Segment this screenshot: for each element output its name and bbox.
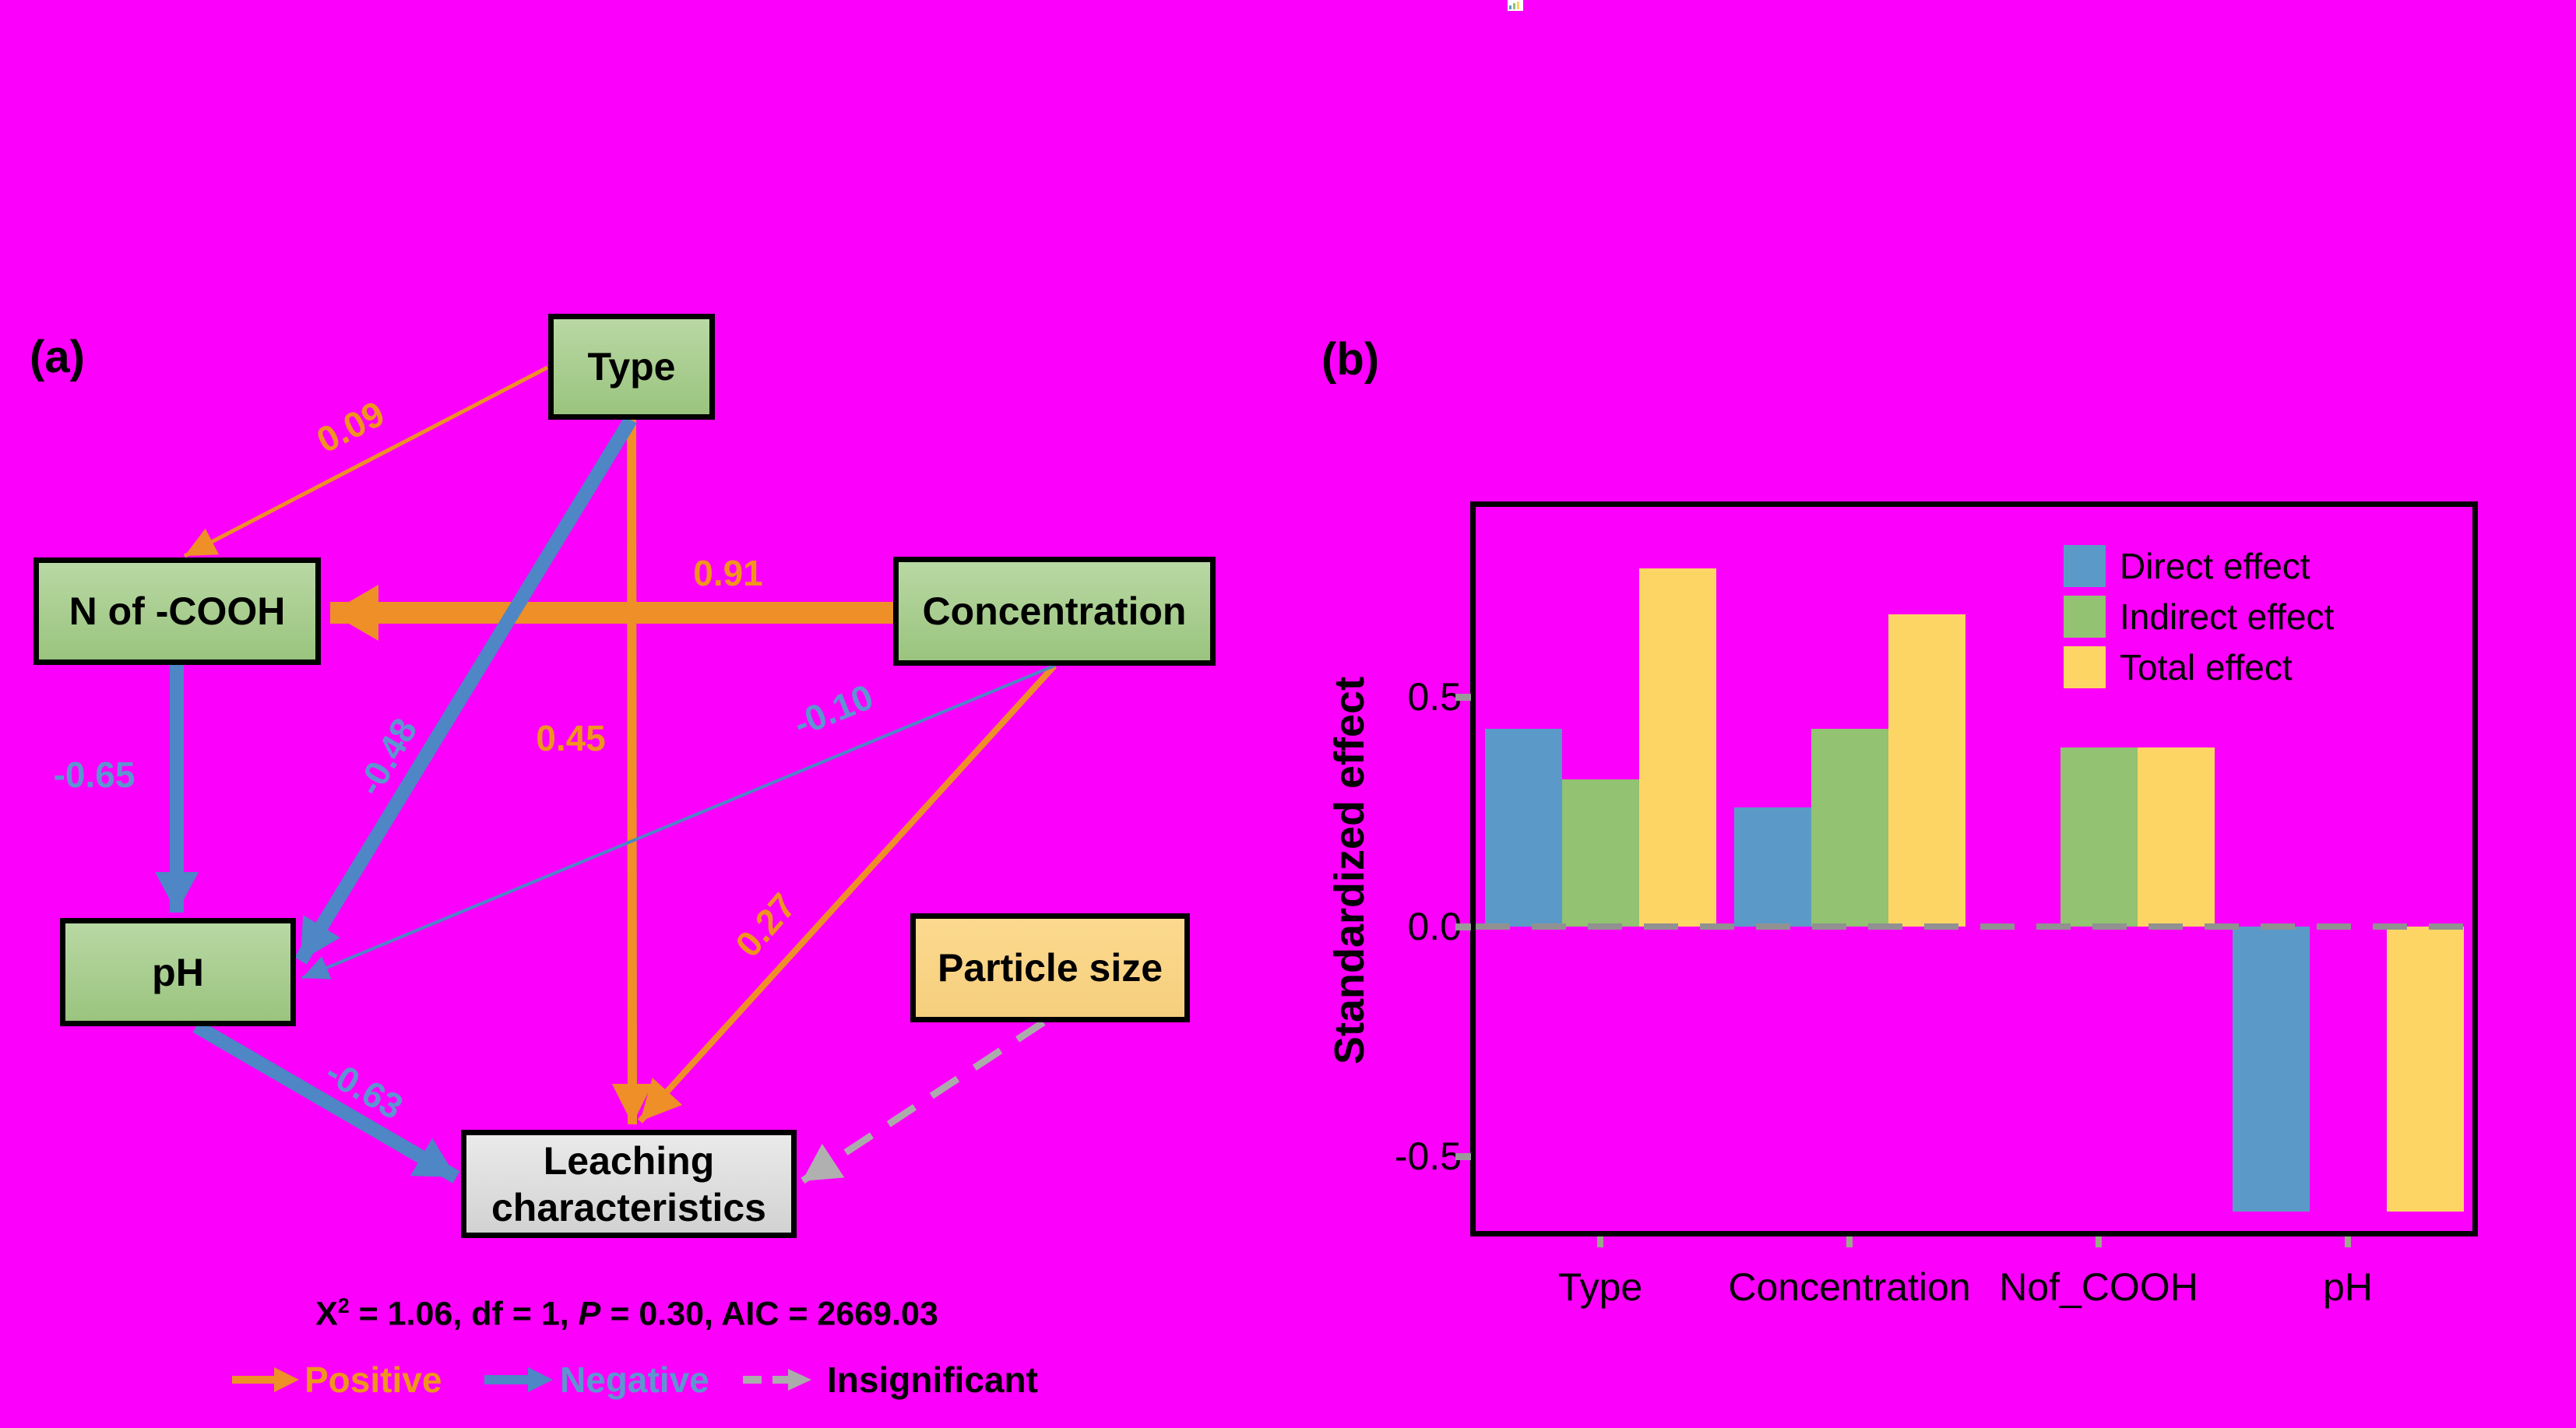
legend-swatch-indirect [2064,596,2106,638]
legend-total-label: Total effect [2120,647,2293,688]
bar-direct-effect-concentration [1733,807,1811,927]
chi-square-symbol: X [315,1295,338,1333]
positive-arrow-icon [232,1367,299,1392]
sem-box-label-concentration: Concentration [922,589,1187,633]
zero-dashed-line [1476,923,2472,930]
legend-swatch-total [2064,646,2106,688]
path-arrow-type-to-ph [294,416,637,965]
insignificant-arrow-icon [743,1369,811,1391]
legend-insignificant-label: Insignificant [827,1359,1038,1400]
x-category-label-concentration: Concentration [1728,1265,1971,1309]
path-arrow-ph-to-leaching [192,1020,460,1184]
legend-positive-label: Positive [304,1359,442,1400]
panel-a-label: (a) [30,332,85,382]
path-arrow-concentration-to-ph [301,664,1055,980]
fit-statistics: X2 = 1.06, df = 1, P = 0.30, AIC = 2669.… [257,1294,997,1333]
sem-box-ph: pH [60,918,296,1026]
bar-total-effect-type [1638,568,1716,927]
x-tick-nof_cooh [2096,1236,2102,1247]
y-tick-label-0.0: 0.0 [1407,905,1462,948]
bar-total-effect-concentration [1888,614,1965,927]
sem-box-leaching-characteristics: Leaching characteristics [461,1130,797,1238]
sem-box-label-leaching-characteristics: Leaching characteristics [491,1138,766,1229]
p-symbol: P [578,1295,601,1333]
chi-square-exponent: 2 [337,1294,350,1317]
path-coefficient-type-to-leaching: 0.45 [536,718,606,758]
sem-box-label-ph: pH [152,950,204,994]
path-arrow-concentration-to-leaching [638,663,1057,1124]
mini-bar-yellow [1517,2,1519,9]
x-tick-concentration [1846,1236,1853,1247]
bar-indirect-effect-type [1561,779,1639,927]
x-category-label-ph: pH [2323,1265,2373,1309]
legend-negative-label: Negative [560,1359,709,1400]
legend-indirect-label: Indirect effect [2120,596,2335,637]
panel-b-label: (b) [1321,334,1380,385]
y-tick-0.5 [1455,694,1471,701]
x-category-label-type: Type [1557,1265,1643,1309]
legend-swatch-direct [2064,545,2106,587]
sem-box-particle-size: Particle size [910,913,1190,1022]
bar-indirect-effect-concentration [1811,729,1888,927]
sem-box-label-n-of-cooh: N of -COOH [69,589,286,633]
negative-arrow-icon [484,1367,553,1392]
bar-direct-effect-type [1484,729,1562,927]
sem-box-n-of-cooh: N of -COOH [33,557,321,665]
y-tick--0.5 [1455,1153,1471,1160]
path-arrow-particlesize-to-leaching [800,1019,1046,1184]
x-tick-type [1597,1236,1603,1247]
plot-area [1476,507,2472,1231]
bar-direct-effect-ph [2232,927,2310,1212]
y-tick-label-0.5: 0.5 [1407,675,1462,719]
sem-box-type: Type [548,314,715,420]
x-category-label-nof_cooh: Nof_COOH [1999,1265,2198,1309]
fit-stats-tail: = 0.30, AIC = 2669.03 [600,1295,938,1333]
y-axis-title: Standardized effect [1326,676,1373,1065]
path-arrow-type-to-ncooh [183,365,549,558]
bar-indirect-effect-nof_cooh [2060,747,2138,927]
bar-total-effect-ph [2386,927,2464,1212]
x-tick-ph [2345,1236,2351,1247]
legend-direct-label: Direct effect [2120,546,2310,586]
sem-box-concentration: Concentration [893,557,1216,666]
path-coefficient-concentration-to-ncooh: 0.91 [693,553,763,593]
sem-box-label-type: Type [587,345,676,389]
bar-total-effect-nof_cooh [2137,747,2215,927]
mini-bar-green [1513,3,1515,9]
sem-box-label-particle-size: Particle size [937,946,1163,990]
fit-stats-mid: = 1.06, df = 1, [349,1295,579,1333]
mini-chart-thumbnail [1508,0,1523,11]
y-tick-0.0 [1455,923,1471,930]
y-tick-label--0.5: -0.5 [1394,1134,1462,1178]
path-coefficient-ncooh-to-ph: -0.65 [53,754,135,795]
mini-bar-blue [1509,5,1511,9]
